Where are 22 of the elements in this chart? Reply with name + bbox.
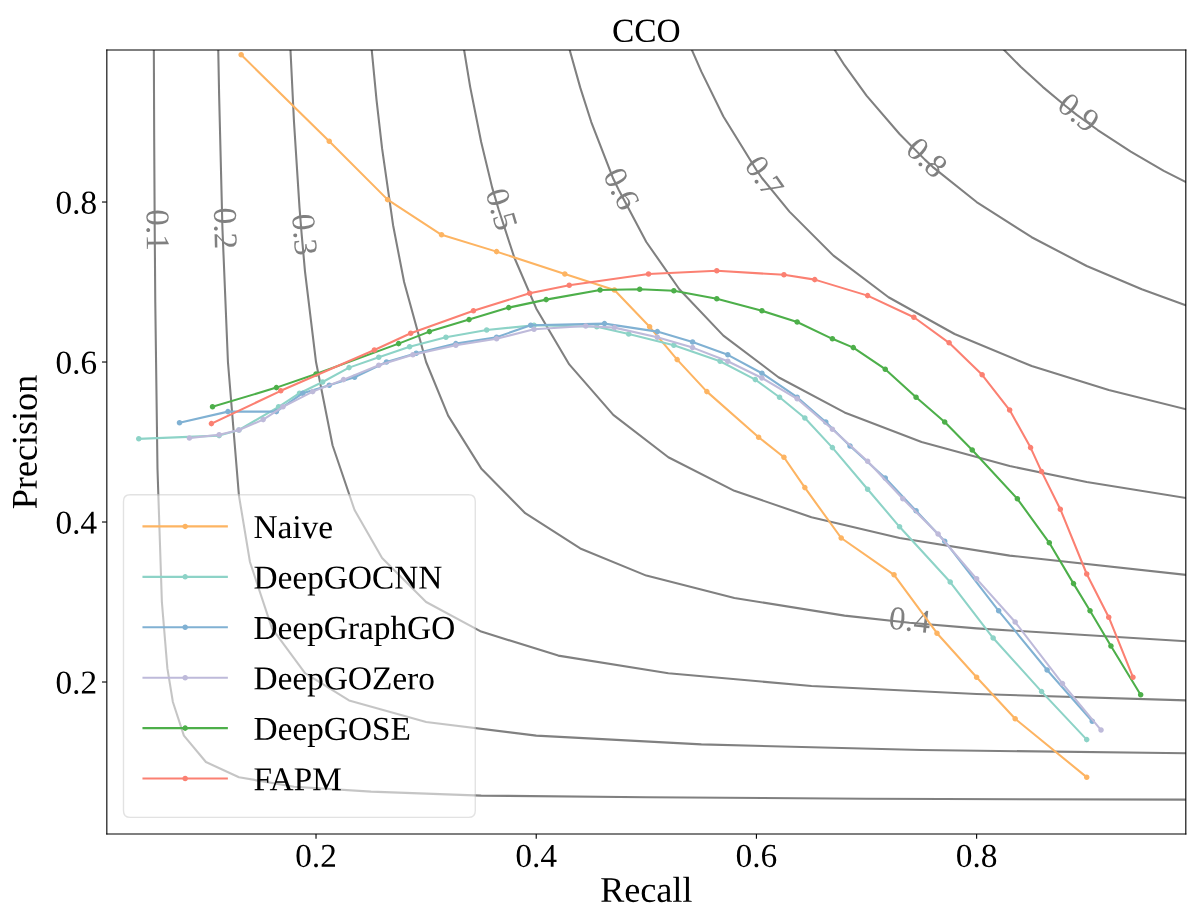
- x-tick-label: 0.6: [736, 844, 777, 868]
- legend-label: DeepGOZero: [254, 667, 434, 697]
- annotation: 0.7: [743, 153, 785, 200]
- y-tick-label: 0.6: [56, 351, 97, 375]
- y-tick-label: 0.2: [56, 671, 96, 695]
- annotation: 0.1: [146, 210, 170, 249]
- x-tick-label: 0.4: [516, 844, 557, 868]
- y-tick-label: 0.8: [56, 191, 96, 215]
- annotation: 0.5: [485, 187, 518, 232]
- y-tick-label: 0.4: [56, 511, 97, 535]
- y-axis-title: Precision: [12, 375, 37, 509]
- legend-label: DeepGOSE: [254, 717, 410, 747]
- annotation: 0.3: [291, 214, 318, 255]
- annotation: 0.9: [1056, 91, 1101, 134]
- legend-label: DeepGOCNN: [254, 566, 442, 596]
- legend-label: Naive: [254, 516, 332, 539]
- chart-title: CCO: [613, 19, 680, 43]
- x-tick-label: 0.8: [957, 844, 997, 868]
- x-axis-title: Recall: [601, 876, 692, 903]
- legend-label: FAPM: [254, 768, 341, 791]
- x-tick-label: 0.2: [296, 844, 336, 868]
- legend-label: DeepGraphGO: [254, 615, 454, 647]
